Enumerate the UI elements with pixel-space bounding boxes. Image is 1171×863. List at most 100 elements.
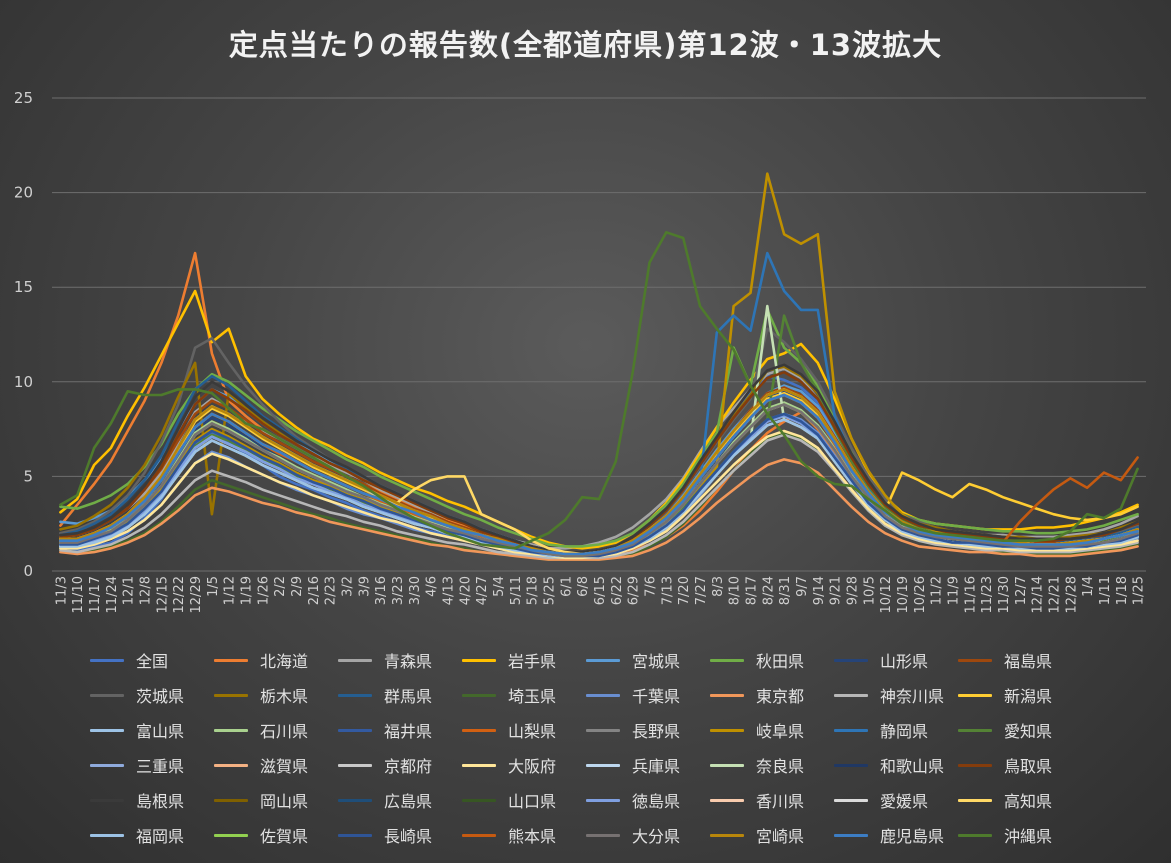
legend-swatch xyxy=(958,693,992,697)
x-tick-label: 1/11 xyxy=(1098,576,1113,605)
legend-swatch xyxy=(462,728,496,732)
legend-swatch xyxy=(958,798,992,802)
legend-label: 福岡県 xyxy=(136,827,185,846)
legend-swatch xyxy=(834,658,868,662)
legend-label: 岩手県 xyxy=(508,652,557,671)
x-tick-label: 7/6 xyxy=(643,576,658,597)
legend-item: 長野県 xyxy=(586,718,710,742)
legend-item: 山口県 xyxy=(462,788,586,812)
series-line xyxy=(59,403,1139,558)
legend-swatch xyxy=(710,763,744,767)
legend-item: 奈良県 xyxy=(710,753,834,777)
x-tick-label: 11/3 xyxy=(54,576,69,605)
legend-label: 三重県 xyxy=(136,757,185,776)
legend-swatch xyxy=(214,763,248,767)
legend-label: 宮崎県 xyxy=(756,827,805,846)
x-tick-label: 10/26 xyxy=(913,576,928,613)
legend-item: 群馬県 xyxy=(338,683,462,707)
legend-label: 香川県 xyxy=(756,792,805,811)
x-tick-label: 1/5 xyxy=(206,576,221,597)
legend-swatch xyxy=(90,728,124,732)
x-tick-label: 5/25 xyxy=(543,576,558,605)
legend-label: 滋賀県 xyxy=(260,757,309,776)
y-tick-label: 10 xyxy=(14,373,33,391)
legend-item: 岡山県 xyxy=(214,788,338,812)
legend-label: 大阪府 xyxy=(508,757,557,776)
legend-swatch xyxy=(710,658,744,662)
legend-label: 鹿児島県 xyxy=(880,827,945,846)
x-tick-label: 11/16 xyxy=(963,576,978,613)
legend-swatch xyxy=(462,763,496,767)
legend-label: 全国 xyxy=(136,652,169,671)
legend-label: 福井県 xyxy=(384,722,433,741)
legend-swatch xyxy=(338,763,372,767)
x-tick-label: 11/24 xyxy=(105,576,120,613)
x-tick-label: 1/12 xyxy=(223,576,238,605)
legend-item: 山形県 xyxy=(834,648,958,672)
legend-item: 鹿児島県 xyxy=(834,823,958,847)
legend-swatch xyxy=(214,728,248,732)
x-tick-label: 6/22 xyxy=(610,576,625,605)
legend-label: 愛知県 xyxy=(1004,722,1053,741)
legend-item: 香川県 xyxy=(710,788,834,812)
legend-item: 島根県 xyxy=(90,788,214,812)
legend-label: 熊本県 xyxy=(508,827,557,846)
legend-swatch xyxy=(462,833,496,837)
x-tick-label: 12/7 xyxy=(1014,576,1029,605)
legend-swatch xyxy=(90,798,124,802)
legend-label: 宮城県 xyxy=(632,652,681,671)
series-line xyxy=(59,458,1139,561)
x-tick-label: 6/1 xyxy=(559,576,574,597)
legend-item: 滋賀県 xyxy=(214,753,338,777)
legend-swatch xyxy=(90,658,124,662)
y-tick-label: 0 xyxy=(23,562,33,580)
x-tick-label: 4/13 xyxy=(442,576,457,605)
legend-item: 福島県 xyxy=(958,648,1082,672)
x-tick-label: 12/21 xyxy=(1047,576,1062,613)
legend-label: 広島県 xyxy=(384,792,433,811)
legend-item: 岩手県 xyxy=(462,648,586,672)
legend-label: 北海道 xyxy=(260,652,309,671)
legend-swatch xyxy=(214,833,248,837)
x-tick-label: 3/2 xyxy=(341,576,356,597)
gridlines xyxy=(52,97,1146,572)
x-tick-label: 10/5 xyxy=(862,576,877,605)
legend-swatch xyxy=(834,763,868,767)
legend-item: 東京都 xyxy=(710,683,834,707)
legend-item: 秋田県 xyxy=(710,648,834,672)
legend-swatch xyxy=(834,833,868,837)
x-tick-label: 12/28 xyxy=(1064,576,1079,613)
legend-swatch xyxy=(834,728,868,732)
legend-label: 高知県 xyxy=(1004,792,1053,811)
x-tick-label: 6/15 xyxy=(593,576,608,605)
legend-swatch xyxy=(586,658,620,662)
legend-label: 島根県 xyxy=(136,792,185,811)
legend-label: 埼玉県 xyxy=(508,687,557,706)
legend-item: 富山県 xyxy=(90,718,214,742)
legend-item: 全国 xyxy=(90,648,214,672)
x-tick-label: 12/15 xyxy=(155,576,170,613)
legend-item: 大分県 xyxy=(586,823,710,847)
x-tick-label: 7/27 xyxy=(694,576,709,605)
legend-item: 兵庫県 xyxy=(586,753,710,777)
x-tick-label: 8/24 xyxy=(761,576,776,605)
legend-label: 神奈川県 xyxy=(880,687,945,706)
y-tick-label: 25 xyxy=(14,89,33,107)
x-tick-label: 2/2 xyxy=(273,576,288,597)
series-line xyxy=(59,370,1139,554)
x-tick-label: 6/8 xyxy=(576,576,591,597)
legend-label: 長崎県 xyxy=(384,827,433,846)
legend-label: 石川県 xyxy=(260,722,309,741)
legend-label: 青森県 xyxy=(384,652,433,671)
legend-item: 和歌山県 xyxy=(834,753,958,777)
legend-swatch xyxy=(338,728,372,732)
x-tick-label: 7/20 xyxy=(677,576,692,605)
x-tick-label: 10/12 xyxy=(879,576,894,613)
x-tick-label: 1/4 xyxy=(1081,576,1096,597)
legend-swatch xyxy=(710,798,744,802)
x-tick-label: 5/18 xyxy=(526,576,541,605)
legend-item: 愛知県 xyxy=(958,718,1082,742)
legend-swatch xyxy=(586,763,620,767)
legend-swatch xyxy=(338,833,372,837)
series-line xyxy=(59,370,1139,554)
